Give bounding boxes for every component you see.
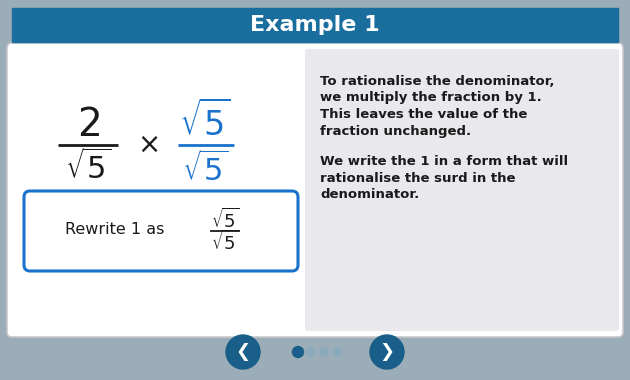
Text: $\sqrt{5}$: $\sqrt{5}$: [211, 230, 239, 254]
Text: ❮: ❮: [236, 343, 251, 361]
FancyBboxPatch shape: [305, 49, 619, 331]
FancyBboxPatch shape: [24, 191, 298, 271]
Text: We write the 1 in a form that will
rationalise the surd in the
denominator.: We write the 1 in a form that will ratio…: [320, 155, 568, 201]
Circle shape: [370, 335, 404, 369]
Text: $\sqrt{5}$: $\sqrt{5}$: [211, 208, 239, 232]
Text: Example 1: Example 1: [250, 15, 380, 35]
Circle shape: [307, 348, 315, 356]
Circle shape: [292, 347, 304, 358]
Bar: [12, 8, 618, 42]
Text: Rewrite 1 as: Rewrite 1 as: [66, 223, 164, 238]
Text: To rationalise the denominator,
we multiply the fraction by 1.
This leaves the v: To rationalise the denominator, we multi…: [320, 75, 554, 138]
Circle shape: [320, 348, 328, 356]
Circle shape: [333, 348, 341, 356]
Text: $\sqrt{5}$: $\sqrt{5}$: [179, 101, 231, 143]
Circle shape: [226, 335, 260, 369]
Text: ❯: ❯: [379, 343, 394, 361]
Text: $\sqrt{5}$: $\sqrt{5}$: [65, 149, 111, 185]
Text: $\times$: $\times$: [137, 131, 159, 159]
Text: $2$: $2$: [77, 106, 100, 144]
FancyBboxPatch shape: [7, 43, 623, 337]
Text: $\sqrt{5}$: $\sqrt{5}$: [182, 151, 228, 187]
